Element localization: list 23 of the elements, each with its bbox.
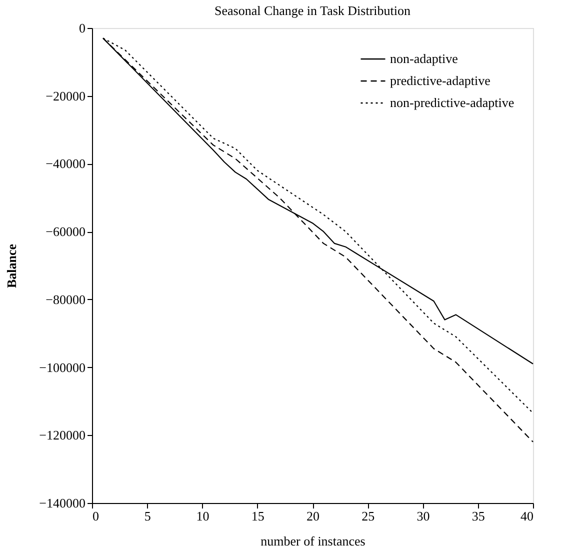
chart-title: Seasonal Change in Task Distribution xyxy=(214,3,411,18)
x-tick-label: 15 xyxy=(251,508,264,524)
x-tick-label: 35 xyxy=(472,508,485,524)
x-tick-label: 20 xyxy=(306,508,320,524)
x-tick-label: 40 xyxy=(520,508,534,524)
legend-label: non-predictive-adaptive xyxy=(390,95,514,110)
legend-label: non-adaptive xyxy=(390,51,458,66)
x-tick-label: 30 xyxy=(416,508,430,524)
x-tick-label: 25 xyxy=(362,508,375,524)
legend-label: predictive-adaptive xyxy=(390,73,491,88)
y-tick-label: 0 xyxy=(79,20,86,36)
y-tick-label: −40000 xyxy=(46,156,86,172)
x-tick-label: 10 xyxy=(196,508,210,524)
y-tick-label: −60000 xyxy=(46,224,86,240)
y-tick-label: −120000 xyxy=(39,428,86,443)
x-tick-label: 5 xyxy=(144,508,151,524)
y-tick-label: −20000 xyxy=(46,88,86,104)
y-axis-title: Balance xyxy=(4,244,20,288)
y-tick-label: −80000 xyxy=(46,292,86,307)
y-tick-label: −100000 xyxy=(39,360,86,375)
y-tick-label: −140000 xyxy=(39,496,86,510)
x-axis-title: number of instances xyxy=(260,534,366,548)
x-tick-label: 0 xyxy=(92,508,99,524)
